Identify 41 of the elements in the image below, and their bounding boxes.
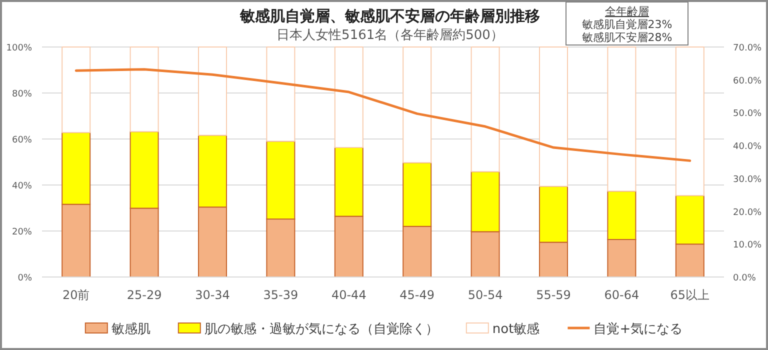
x-tick-label: 65以上 — [670, 288, 710, 302]
chart-title: 敏感肌自覚層、敏感肌不安層の年齢層別推移 — [239, 7, 540, 25]
x-tick-label: 60-64 — [604, 288, 640, 302]
bar — [402, 46, 432, 164]
y2-tick-label: 70.0% — [733, 44, 762, 54]
y-tick-label: 100% — [6, 44, 32, 54]
y2-tick-label: 60.0% — [733, 76, 762, 86]
text: 敏感肌自覚層23% — [582, 18, 672, 31]
bar — [470, 46, 500, 172]
x-tick-label: 25-29 — [126, 288, 162, 302]
y-tick-label: 60% — [12, 136, 32, 146]
legend-label: 敏感肌 — [111, 322, 150, 337]
x-tick-label: 30-34 — [195, 288, 230, 302]
x-tick-label: 35-39 — [263, 288, 298, 302]
y-tick-label: 0% — [18, 274, 32, 284]
y2-tick-label: 20.0% — [733, 208, 762, 218]
x-tick-label: 45-49 — [400, 288, 435, 302]
bar — [62, 46, 91, 134]
y2-tick-label: 10.0% — [733, 240, 762, 251]
text: 全年齢層 — [605, 5, 649, 18]
y2-tick-label: 40.0% — [733, 142, 762, 152]
y2-tick-label: 0.0% — [733, 274, 756, 284]
bar — [266, 46, 296, 142]
bar — [334, 46, 364, 148]
line-series — [74, 68, 692, 162]
y-tick-label: 40% — [12, 182, 32, 192]
legend-label: 肌の敏感・過敏が気になる（自覚除く） — [204, 322, 438, 337]
bar — [198, 46, 227, 136]
x-tick-label: 40-44 — [331, 288, 366, 302]
bar — [130, 46, 159, 132]
legend-label: 自覚+気になる — [594, 322, 683, 337]
x-tick-label: 50-54 — [468, 288, 503, 302]
y-tick-label: 20% — [12, 228, 32, 238]
x-tick-label: 20前 — [62, 288, 90, 302]
y2-tick-label: 30.0% — [733, 174, 762, 185]
legend-label: not敏感 — [492, 322, 540, 337]
y2-tick-label: 50.0% — [733, 109, 762, 120]
x-tick-label: 55-59 — [536, 288, 571, 302]
text: 敏感肌不安層28% — [582, 31, 672, 44]
chart-subtitle: 日本人女性5161名（各年齢層約500） — [276, 28, 504, 43]
y-tick-label: 80% — [12, 90, 32, 100]
